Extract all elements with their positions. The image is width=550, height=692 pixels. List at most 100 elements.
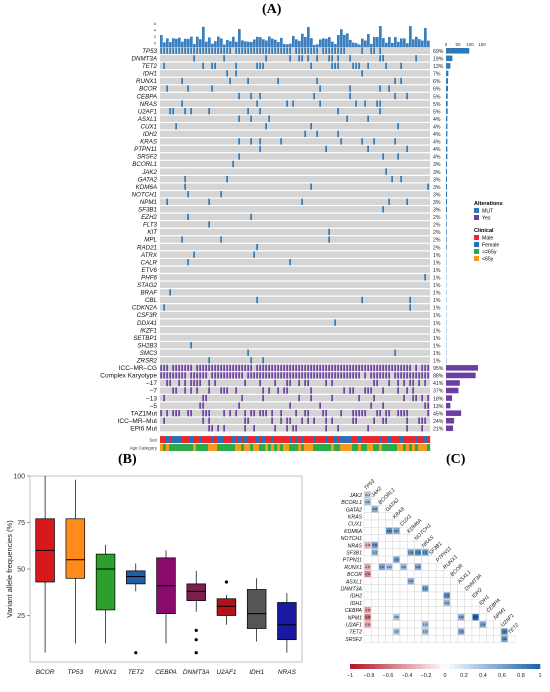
row-label: MPL <box>144 237 157 244</box>
heatmap-cell <box>414 599 422 607</box>
heatmap-cell <box>385 627 393 636</box>
alteration-cell <box>298 372 300 379</box>
alteration-cell <box>250 213 252 221</box>
top-count-bar <box>349 39 352 47</box>
alteration-cell <box>247 108 249 115</box>
row-gene-label: ASXL1 <box>345 579 362 585</box>
clinical-cell <box>262 444 266 452</box>
row-label: BRAF <box>140 290 158 297</box>
row-label: CALR <box>140 259 157 266</box>
alteration-cell <box>199 372 201 379</box>
alteration-cell <box>265 47 267 54</box>
heatmap-cell <box>399 627 408 636</box>
alteration-cell <box>406 425 408 432</box>
box-idh1 <box>246 589 267 629</box>
alteration-cell <box>220 191 222 198</box>
heatmap-cell <box>378 519 386 528</box>
alteration-cell <box>232 372 234 379</box>
alteration-cell <box>211 372 213 379</box>
alteration-cell <box>340 138 342 145</box>
row-label: IDH2 <box>143 131 158 138</box>
row-background <box>160 160 430 168</box>
alteration-cell <box>217 425 219 432</box>
colorbar-segment <box>359 664 365 669</box>
clinical-cell <box>358 436 362 444</box>
alteration-cell <box>283 372 285 379</box>
heatmap-cell <box>392 584 401 593</box>
alteration-cell <box>364 410 366 417</box>
row-label: SH2B3 <box>137 342 157 349</box>
clinical-cell <box>319 444 323 452</box>
row-background <box>160 402 430 409</box>
row-label: NRAS <box>140 101 158 108</box>
alteration-cell <box>316 372 318 379</box>
clinical-cell <box>394 436 398 444</box>
top-count-bar <box>265 40 268 47</box>
alteration-cell <box>247 47 249 54</box>
clinical-cell <box>424 436 428 444</box>
row-frequency-bar <box>446 417 455 424</box>
row-background <box>160 296 430 304</box>
alteration-cell <box>352 372 354 379</box>
clinical-cell <box>334 436 338 444</box>
row-percent: 3% <box>433 185 441 191</box>
colorbar-segment <box>416 664 422 669</box>
row-background <box>160 311 430 319</box>
top-axis-tick: 0 <box>154 41 157 46</box>
heatmap-cell <box>399 635 408 643</box>
row-background <box>160 153 430 160</box>
heatmap-cell <box>435 620 444 629</box>
heatmap-cell <box>421 606 429 614</box>
clinical-cell <box>301 436 305 444</box>
alteration-cell <box>307 379 309 387</box>
clinical-cell <box>391 436 395 444</box>
clinical-cell <box>310 436 314 444</box>
alteration-cell <box>229 47 231 54</box>
clinical-cell <box>163 436 167 444</box>
row-percent: 3% <box>433 200 441 206</box>
heatmap-cell <box>464 606 473 614</box>
row-percent: 1% <box>433 291 441 297</box>
correlation-cell <box>501 628 508 635</box>
row-label: SF3B1 <box>138 207 157 214</box>
heatmap-cell <box>371 512 379 521</box>
clinical-cell <box>202 436 206 444</box>
alteration-cell <box>304 410 306 417</box>
alteration-cell <box>352 364 354 372</box>
alteration-cell <box>202 47 204 54</box>
top-count-bar <box>355 43 358 47</box>
top-count-bar <box>232 36 235 47</box>
row-percent: 37% <box>433 389 444 395</box>
correlation-value: 0.19 <box>387 566 392 569</box>
alteration-cell <box>292 372 294 379</box>
row-frequency-bar <box>446 123 448 130</box>
top-count-bar <box>163 42 166 47</box>
right-axis-tick: 150 <box>478 42 486 47</box>
clinical-cell <box>409 444 413 452</box>
alteration-cell <box>208 47 210 54</box>
row-background <box>160 221 430 228</box>
alteration-cell <box>247 364 249 372</box>
alteration-cell <box>199 364 201 372</box>
row-label: EPI6 Mut <box>130 425 157 432</box>
alteration-cell <box>259 138 261 145</box>
clinical-cell <box>253 444 257 452</box>
clinical-cell <box>349 444 353 452</box>
legend-alterations-title: Alterations <box>474 201 503 207</box>
top-count-bar <box>214 41 217 47</box>
alteration-cell <box>301 198 303 205</box>
top-count-bar <box>325 38 328 47</box>
heatmap-cell <box>428 563 437 571</box>
alteration-cell <box>259 145 261 153</box>
clinical-row-label: Sex <box>149 438 158 443</box>
heatmap-cell <box>421 555 429 564</box>
heatmap-cell <box>363 527 372 535</box>
top-count-bar <box>394 37 397 47</box>
row-label: IDH1 <box>143 71 157 78</box>
correlation-value: -0.19 <box>365 609 371 612</box>
clinical-cell <box>355 444 359 452</box>
row-frequency-bar <box>446 85 449 92</box>
legend-swatch <box>474 242 479 247</box>
clinical-row-label: Age Category <box>129 446 157 451</box>
top-count-bar <box>340 29 343 47</box>
